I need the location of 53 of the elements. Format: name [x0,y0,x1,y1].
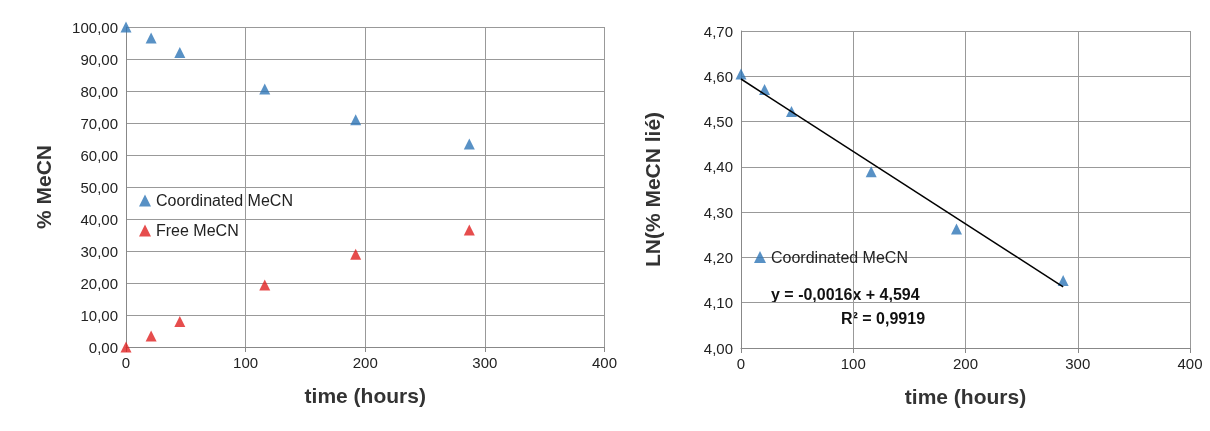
y-tick-label: 4,00 [703,339,733,357]
point [174,315,186,327]
point [1057,275,1069,287]
legend-label: Coordinated MeCN [771,248,908,266]
x-axis-title: time (hours) [304,384,426,407]
y-tick-label: 70,00 [80,114,118,132]
y-tick-label: 4,10 [703,294,733,312]
x-tick-label: 200 [952,355,979,372]
point [120,341,132,353]
y-tick-label: 50,00 [80,178,118,196]
y-tick-label: 0,00 [88,338,118,356]
x-tick-label: 0 [736,355,746,372]
y-tick-label: 90,00 [80,50,118,68]
x-tick-label: 300 [1065,355,1091,372]
y-tick-label: 4,20 [703,248,733,266]
y-tick-label: 4,40 [703,158,733,176]
legend-label: Free MeCN [156,222,239,239]
y-tick-label: 80,00 [80,82,118,100]
x-tick-label: 200 [352,354,378,371]
point [259,83,271,95]
x-axis-title: time (hours) [904,385,1027,408]
y-tick-label: 10,00 [80,306,118,324]
y-tick-label: 40,00 [80,210,118,228]
point [463,224,475,236]
x-tick-label: 400 [591,354,617,371]
point [350,248,362,260]
y-tick-label: 100,00 [72,18,118,36]
y-tick-label: 30,00 [80,242,118,260]
legend-label: Coordinated MeCN [156,192,293,209]
y-tick-label: 4,70 [703,22,733,40]
point [463,138,475,150]
point [735,68,747,80]
y-tick-label: 20,00 [80,274,118,292]
x-tick-label: 300 [472,354,498,371]
x-tick-label: 0 [121,354,131,371]
point [174,47,186,59]
point [350,114,362,126]
point [120,21,132,33]
y-tick-label: 60,00 [80,146,118,164]
point [259,279,271,291]
x-tick-label: 100 [233,354,259,371]
annotation: R² = 0,9919 [841,309,926,327]
point [145,330,157,342]
point [951,223,963,235]
y-tick-label: 4,50 [703,113,733,131]
y-tick-label: 4,30 [703,203,733,221]
y-axis-title: LN(% MeCN lié) [641,111,664,268]
point [145,32,157,44]
point [865,166,877,178]
x-tick-label: 100 [840,355,866,372]
x-tick-label: 400 [1177,355,1203,372]
y-axis-title: % MeCN [32,144,55,230]
y-tick-label: 4,60 [703,67,733,85]
